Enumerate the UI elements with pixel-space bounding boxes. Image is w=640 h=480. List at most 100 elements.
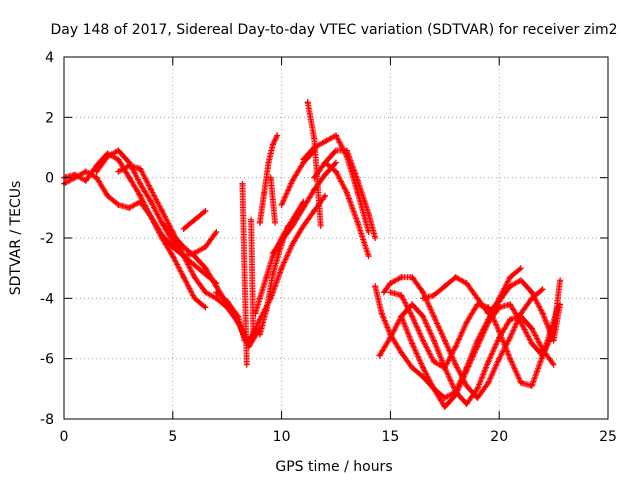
data-point [269, 250, 276, 257]
data-point [278, 201, 285, 208]
data-point [278, 265, 285, 272]
data-point [104, 192, 111, 199]
y-tick-label: 2 [45, 110, 54, 126]
data-point [365, 253, 372, 260]
data-point [496, 355, 503, 362]
data-point [539, 352, 546, 359]
data-point [213, 289, 220, 296]
data-point [202, 265, 209, 272]
data-point [256, 331, 263, 338]
data-point [272, 219, 279, 226]
series-arc-12 [256, 222, 292, 338]
data-point [463, 382, 470, 389]
data-point [263, 274, 270, 281]
data-point [191, 262, 198, 269]
data-point [420, 295, 427, 302]
data-point [441, 283, 448, 290]
data-point [409, 313, 416, 320]
y-tick-label: -2 [40, 231, 54, 247]
data-point [317, 222, 324, 229]
data-point [354, 177, 361, 184]
data-point [496, 298, 503, 305]
data-point [343, 189, 350, 196]
data-point [148, 186, 155, 193]
data-point [528, 382, 535, 389]
data-point [517, 379, 524, 386]
data-point [137, 165, 144, 172]
data-point [213, 283, 220, 290]
data-point [452, 274, 459, 281]
data-point [115, 168, 122, 175]
data-point [263, 307, 270, 314]
data-point [300, 156, 307, 163]
data-point [158, 207, 165, 214]
data-point [496, 304, 503, 311]
data-point [250, 331, 257, 338]
data-point [311, 207, 318, 214]
data-point [409, 340, 416, 347]
data-point [256, 219, 263, 226]
data-point [430, 313, 437, 320]
data-point [311, 174, 318, 181]
data-point [261, 189, 268, 196]
data-point [398, 349, 405, 356]
data-point [333, 147, 339, 154]
data-point [148, 198, 155, 205]
series-arc-10 [248, 216, 257, 338]
x-tick-label: 20 [490, 429, 508, 445]
data-point [398, 292, 405, 299]
x-tick-label: 25 [599, 429, 617, 445]
data-point [528, 289, 535, 296]
data-point [289, 241, 296, 248]
data-point [322, 171, 329, 178]
data-point [115, 147, 122, 154]
y-axis-title: SDTVAR / TECUs [8, 181, 24, 296]
data-point [289, 177, 296, 184]
data-point [202, 207, 209, 214]
series-marker-trail [213, 194, 328, 344]
data-point [507, 274, 514, 281]
data-point [71, 174, 78, 181]
data-point [180, 225, 187, 232]
data-point [180, 244, 187, 251]
y-tick-label: -4 [40, 291, 54, 307]
series-arc-23 [376, 301, 557, 407]
series-arc-17 [304, 99, 324, 229]
x-axis-title: GPS time / hours [275, 459, 392, 475]
data-point [169, 253, 176, 260]
data-point [507, 283, 514, 290]
data-point [304, 99, 311, 106]
data-point [372, 235, 379, 241]
data-point [269, 271, 276, 278]
data-point [507, 316, 514, 323]
data-point [191, 216, 198, 223]
data-point [557, 277, 564, 284]
data-point [474, 295, 481, 302]
data-point [93, 168, 100, 175]
data-point [269, 141, 276, 148]
data-point [82, 168, 89, 175]
data-point [115, 156, 122, 163]
data-point [485, 358, 492, 365]
data-point [126, 204, 133, 211]
data-point [420, 364, 427, 371]
data-point [126, 162, 133, 169]
data-point [496, 328, 503, 335]
data-point [322, 192, 329, 199]
data-point [333, 132, 339, 139]
data-point [265, 159, 272, 166]
data-point [365, 210, 372, 217]
data-point [441, 403, 448, 410]
data-point [452, 361, 459, 368]
x-tick-label: 0 [60, 429, 69, 445]
data-point [378, 310, 385, 317]
data-point [507, 355, 514, 362]
data-point [528, 340, 535, 347]
series-marker-trail [267, 174, 278, 225]
series-arc-9 [239, 180, 250, 368]
data-point [333, 168, 339, 175]
data-point [517, 265, 524, 272]
x-tick-label: 5 [168, 429, 177, 445]
data-point [452, 391, 459, 398]
